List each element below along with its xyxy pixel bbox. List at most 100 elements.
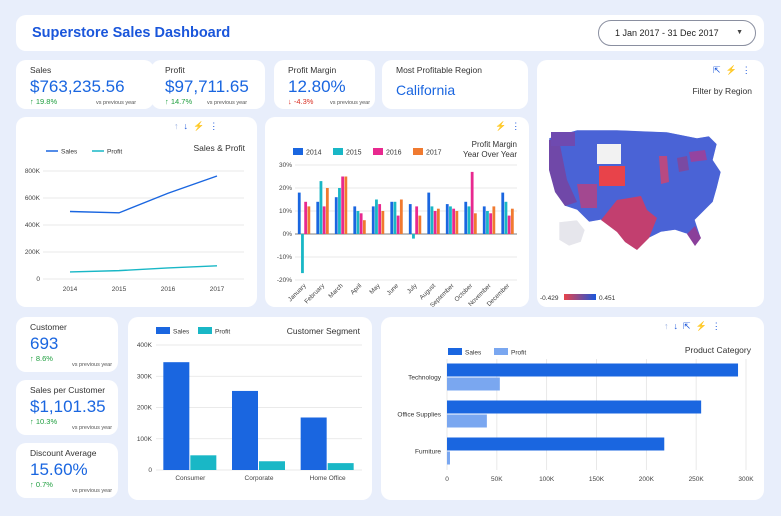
date-range-picker[interactable]: 1 Jan 2017 - 31 Dec 2017 ▼ [598,20,756,46]
arrow-up-icon: ↑ [30,417,36,426]
bar-2017 [399,199,403,234]
bar-sales [447,437,665,451]
bar-2016 [489,213,493,234]
bar-2017 [510,208,514,234]
bar-2016 [378,204,382,234]
legend-swatch [448,348,462,355]
x-tick-label: 2017 [210,286,225,293]
bar-2015 [486,211,489,234]
bar-2016 [415,206,419,234]
y-tick-label: 0 [36,276,40,283]
bolt-icon[interactable]: ⚡ [193,121,210,131]
sales-profit-card: ↑↓⚡⋮ Sales & Profit 0 200K 400K 600K 800K 2014… [16,117,257,307]
kpi-customer: Customer 693 ↑ 8.6% vs previous year [16,317,118,372]
kpi-change: 10.3% [35,417,58,426]
y-tick-label: 30% [279,162,292,169]
state-arizona [577,184,597,208]
kpi-label: Most Profitable Region [396,65,482,75]
chart-title: Customer Segment [287,326,361,336]
legend-swatch [293,148,303,155]
bar-2016 [304,201,308,234]
x-tick-label: 300K [738,476,754,483]
arrow-up-icon[interactable]: ↑ [664,321,674,331]
product-category-chart: Product Category 0 50K 100K 150K 200K 250K 300K… [397,345,754,483]
chart-title: Year Over Year [463,150,517,159]
bar-2016 [359,213,363,234]
x-tick-label: February [303,282,326,305]
us-choropleth-map[interactable]: -0.429 0.451 [537,60,764,307]
y-tick-label: 200K [25,249,41,256]
bar-sales [163,362,190,470]
bar-profit [327,463,354,470]
state-california [549,140,577,206]
bar-profit [190,455,217,470]
kpi-vs-label: vs previous year [96,100,137,106]
bar-sales [447,363,739,377]
legend-swatch [156,327,170,334]
kpi-vs-label: vs previous year [72,425,113,431]
kpi-change: -4.3% [293,97,314,106]
legend-label: Sales [465,350,482,357]
bar-2014 [445,204,449,234]
arrow-up-icon: ↑ [165,97,171,106]
y-tick-label: 400K [137,342,153,349]
state-colorado [599,166,625,186]
bar-sales [300,417,327,470]
kpi-value: 15.60% [30,460,88,479]
arrow-down-icon[interactable]: ↓ [183,121,193,131]
bolt-icon[interactable]: ⚡ [725,65,742,75]
y-tick-label: -10% [277,254,292,261]
arrow-down-icon[interactable]: ↓ [673,321,683,331]
bolt-icon[interactable]: ⚡ [495,121,512,131]
kpi-profit-margin: Profit Margin 12.80% ↓ -4.3% vs previous… [274,60,375,109]
more-vert-icon[interactable]: ⋮ [511,121,526,131]
bar-2015 [356,211,360,234]
legend-label: 2016 [386,150,402,157]
x-tick-label: Home Office [310,475,346,482]
date-range-value: 1 Jan 2017 - 31 Dec 2017 [615,28,719,38]
bar-2015 [375,199,378,234]
bar-2014 [371,206,375,234]
chevron-down-icon[interactable]: ▼ [736,29,743,36]
x-tick-label: 150K [589,476,605,483]
arrow-up-icon[interactable]: ↑ [174,121,184,131]
dashboard-title: Superstore Sales Dashboard [32,25,231,41]
y-tick-label: Furniture [415,449,441,456]
more-vert-icon[interactable]: ⋮ [209,121,224,131]
bar-profit [447,377,500,391]
state-wyoming [597,144,621,164]
legend-label: Profit [215,329,230,336]
bar-profit [447,451,450,465]
legend-swatch [494,348,508,355]
x-tick-label: 2014 [63,286,78,293]
y-tick-label: 800K [25,168,41,175]
bar-2015 [412,234,415,239]
bar-2015 [449,206,452,234]
bar-2015 [393,201,397,234]
kpi-value: $763,235.56 [30,77,125,96]
bar-2017 [344,176,348,234]
bolt-icon[interactable]: ⚡ [695,321,712,331]
x-tick-label: June [386,282,401,297]
legend-label: Profit [107,149,122,156]
more-vert-icon[interactable]: ⋮ [741,65,756,75]
map-title: Filter by Region [692,86,752,96]
export-icon[interactable]: ⇱ [713,65,726,75]
series-line-sales [69,175,218,214]
legend-label: Sales [61,149,78,156]
scale-min-label: -0.429 [540,295,559,302]
bar-2014 [353,206,357,234]
y-tick-label: 10% [279,208,292,215]
more-vert-icon[interactable]: ⋮ [711,321,726,331]
alaska-shape [558,219,586,247]
export-icon[interactable]: ⇱ [683,321,696,331]
x-tick-label: 200K [639,476,655,483]
bar-2017 [362,220,366,234]
bar-2014 [482,206,486,234]
bar-2017 [455,211,459,234]
kpi-label: Profit Margin [288,65,337,75]
y-tick-label: 20% [279,185,292,192]
chart-title: Sales & Profit [194,143,246,153]
legend-label: 2017 [426,150,442,157]
kpi-value: 693 [30,334,59,353]
